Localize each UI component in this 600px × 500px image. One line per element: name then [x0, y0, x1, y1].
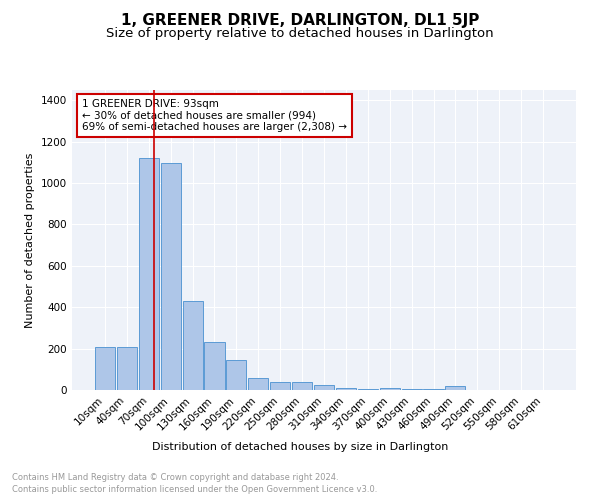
Text: Contains HM Land Registry data © Crown copyright and database right 2024.: Contains HM Land Registry data © Crown c…: [12, 472, 338, 482]
Bar: [139, 158, 159, 390]
Bar: [182, 301, 203, 390]
Text: Distribution of detached houses by size in Darlington: Distribution of detached houses by size …: [152, 442, 448, 452]
Text: Size of property relative to detached houses in Darlington: Size of property relative to detached ho…: [106, 28, 494, 40]
Bar: [424, 389, 443, 390]
Bar: [161, 164, 181, 390]
Bar: [95, 346, 115, 390]
Bar: [270, 382, 290, 390]
Bar: [445, 386, 466, 390]
Bar: [292, 382, 312, 390]
Y-axis label: Number of detached properties: Number of detached properties: [25, 152, 35, 328]
Bar: [248, 378, 268, 390]
Bar: [205, 342, 224, 390]
Bar: [226, 360, 247, 390]
Bar: [336, 388, 356, 390]
Bar: [117, 346, 137, 390]
Bar: [380, 388, 400, 390]
Text: 1 GREENER DRIVE: 93sqm
← 30% of detached houses are smaller (994)
69% of semi-de: 1 GREENER DRIVE: 93sqm ← 30% of detached…: [82, 99, 347, 132]
Bar: [314, 385, 334, 390]
Bar: [401, 389, 422, 390]
Text: 1, GREENER DRIVE, DARLINGTON, DL1 5JP: 1, GREENER DRIVE, DARLINGTON, DL1 5JP: [121, 12, 479, 28]
Text: Contains public sector information licensed under the Open Government Licence v3: Contains public sector information licen…: [12, 485, 377, 494]
Bar: [358, 389, 378, 390]
